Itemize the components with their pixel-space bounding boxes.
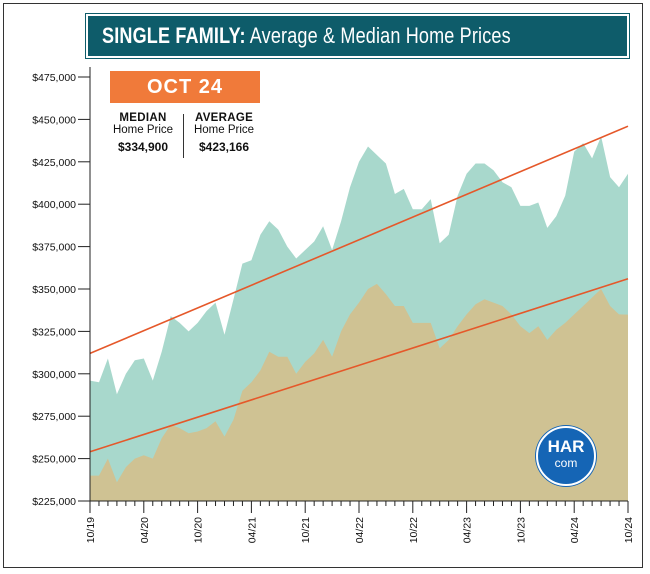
x-tick-label: 10/22 xyxy=(408,517,420,543)
title-bold-text: SINGLE FAMILY: xyxy=(102,23,246,48)
y-tick-label: $250,000 xyxy=(32,454,76,466)
average-price-stat: AVERAGE Home Price $423,166 xyxy=(187,112,261,154)
logo-text-com: com xyxy=(554,456,578,470)
median-price-area xyxy=(90,283,628,501)
average-trend-line xyxy=(89,125,629,355)
x-tick-label: 04/20 xyxy=(139,517,151,543)
x-tick-label: 04/21 xyxy=(246,517,258,543)
y-tick-label: $425,000 xyxy=(32,157,76,169)
title-rest-text: Average & Median Home Prices xyxy=(245,23,511,48)
y-tick-label: $300,000 xyxy=(32,369,76,381)
chart-title: SINGLE FAMILY: Average & Median Home Pri… xyxy=(86,14,629,58)
median-price-stat: MEDIAN Home Price $334,900 xyxy=(106,112,180,154)
stat-divider xyxy=(183,114,184,158)
x-tick-label: 10/21 xyxy=(300,517,312,543)
x-tick-label: 10/19 xyxy=(85,517,97,543)
median-label: MEDIAN xyxy=(119,112,167,124)
y-tick-label: $475,000 xyxy=(32,72,76,84)
y-tick-label: $350,000 xyxy=(32,284,76,296)
month-badge: OCT 24 xyxy=(110,71,260,103)
median-value: $334,900 xyxy=(117,140,169,154)
y-tick-label: $225,000 xyxy=(32,496,76,508)
y-tick-label: $325,000 xyxy=(32,326,76,338)
logo-text-har: HAR xyxy=(547,437,585,456)
median-sublabel: Home Price xyxy=(112,124,174,136)
x-tick-label: 10/24 xyxy=(623,517,635,543)
x-tick-label: 04/22 xyxy=(354,517,366,543)
x-tick-label: 04/23 xyxy=(462,517,474,543)
average-sublabel: Home Price xyxy=(193,124,255,136)
x-tick-label: 10/20 xyxy=(193,517,205,543)
y-tick-label: $450,000 xyxy=(32,114,76,126)
x-tick-label: 10/23 xyxy=(515,517,527,543)
x-tick-label: 04/24 xyxy=(569,517,581,543)
y-tick-label: $375,000 xyxy=(32,242,76,254)
y-tick-label: $275,000 xyxy=(32,411,76,423)
average-label: AVERAGE xyxy=(194,112,254,124)
median-trend-line xyxy=(89,278,629,453)
y-tick-label: $400,000 xyxy=(32,199,76,211)
average-value: $423,166 xyxy=(198,140,250,154)
har-logo: HAR com xyxy=(536,426,596,486)
